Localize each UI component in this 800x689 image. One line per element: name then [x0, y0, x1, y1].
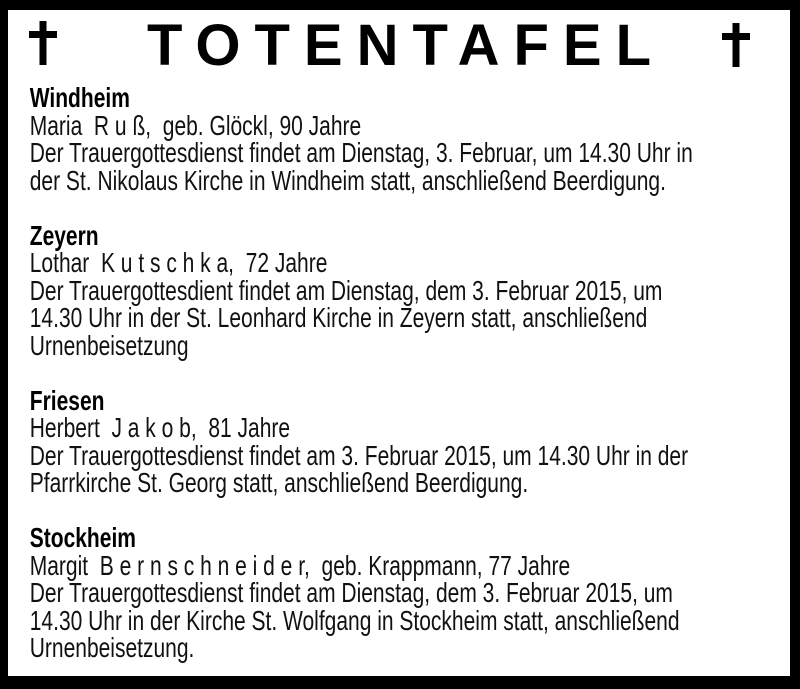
notice-line: Der Trauergottesdienst findet am Diensta… — [29, 137, 693, 168]
notice-line: Der Trauergottesdient findet am Dienstag… — [29, 274, 663, 306]
notice-line: Herbert J a k o b, 81 Jahre — [29, 412, 291, 443]
notice-line: Lothar K u t s c h k a, 72 Jahre — [29, 247, 328, 278]
town-heading: Zeyern — [29, 219, 99, 251]
notice-section-stockheim: Stockheim Margit B e r n s c h n e i d e… — [30, 524, 766, 662]
notice-line: Urnenbeisetzung — [29, 329, 189, 361]
town-heading: Windheim — [29, 82, 130, 113]
notice-line: der St. Nikolaus Kirche in Windheim stat… — [29, 164, 666, 196]
notice-line: Margit B e r n s c h n e i d e r, geb. K… — [29, 549, 571, 581]
cross-icon — [29, 21, 57, 70]
notice-line: 14.30 Uhr in der Kirche St. Wolfgang in … — [29, 604, 680, 636]
town-heading: Stockheim — [29, 522, 136, 553]
cross-icon — [722, 23, 750, 72]
notice-section-windheim: Windheim Maria R u ß, geb. Glöckl, 90 Ja… — [30, 84, 766, 194]
notice-section-zeyern: Zeyern Lothar K u t s c h k a, 72 Jahre … — [29, 219, 766, 361]
notice-section-friesen: Friesen Herbert J a k o b, 81 Jahre Der … — [29, 384, 766, 498]
notices-list: Windheim Maria R u ß, geb. Glöckl, 90 Ja… — [8, 84, 766, 689]
notice-header: TOTENTAFEL — [8, 10, 790, 86]
notice-line: Maria R u ß, geb. Glöckl, 90 Jahre — [29, 109, 362, 141]
notice-line: Der Trauergottesdienst findet am 3. Febr… — [29, 439, 689, 471]
notice-line: Pfarrkirche St. Georg statt, anschließen… — [29, 467, 529, 498]
notice-line: Der Trauergottesdienst findet am Diensta… — [29, 577, 673, 608]
town-heading: Friesen — [29, 384, 105, 416]
notice-line: 14.30 Uhr in der St. Leonhard Kirche in … — [29, 302, 648, 333]
notice-page: TOTENTAFEL Windheim Maria R u ß, geb. Gl… — [8, 10, 790, 676]
notice-line: Urnenbeisetzung. — [29, 632, 195, 663]
page-title: TOTENTAFEL — [146, 13, 666, 78]
